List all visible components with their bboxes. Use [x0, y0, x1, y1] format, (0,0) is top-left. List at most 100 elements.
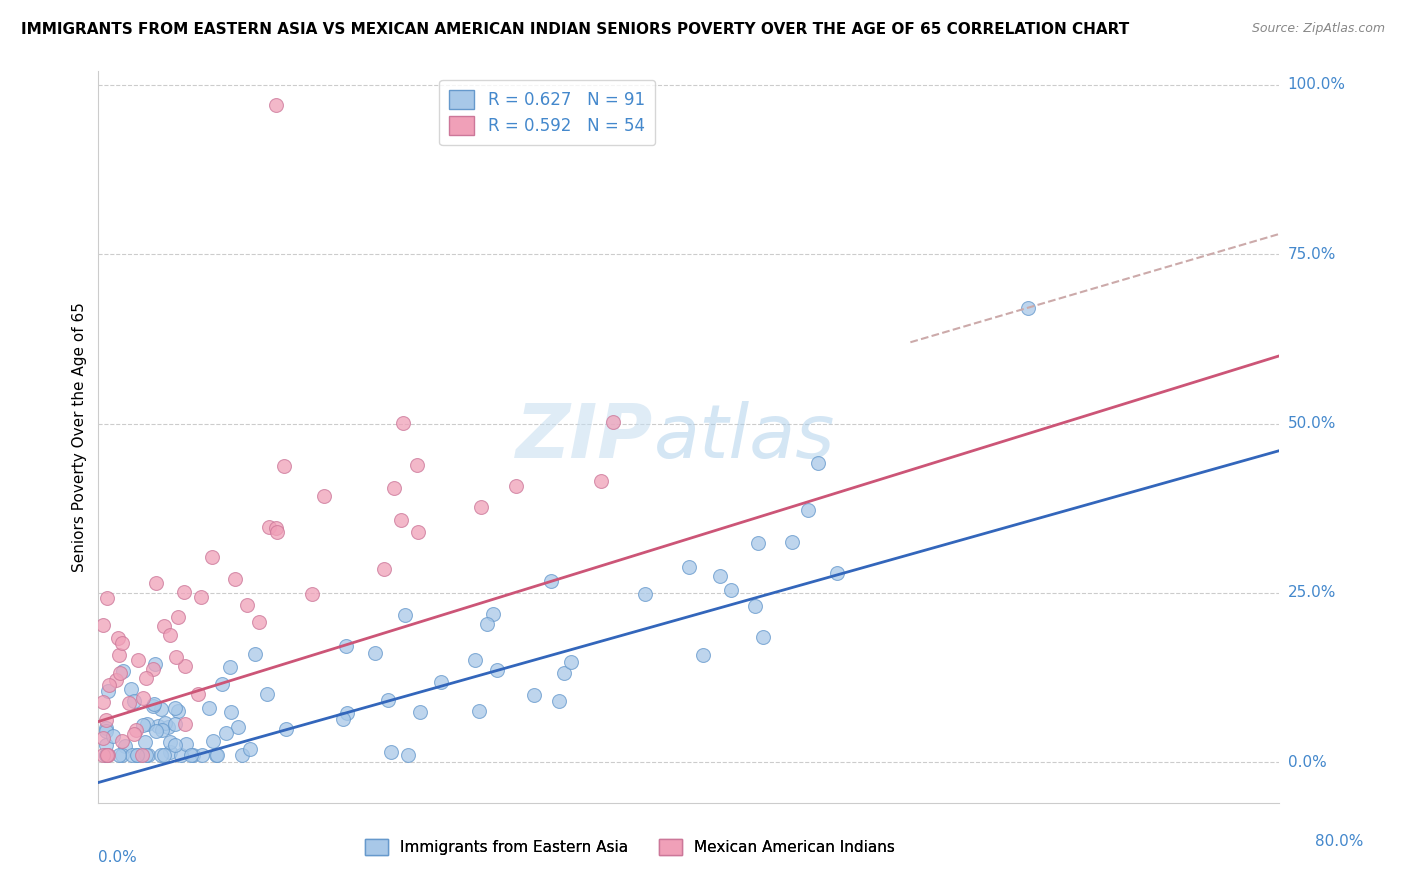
Text: 0.0%: 0.0%: [1288, 755, 1326, 770]
Point: [190, 590, 212, 604]
Point: [94, 723, 117, 738]
Point: [142, 699, 165, 714]
Point: [336, 706, 359, 721]
Point: [94, 739, 117, 753]
Point: [181, 748, 204, 763]
Point: [150, 723, 173, 738]
Point: [94, 721, 117, 735]
Text: atlas: atlas: [654, 401, 835, 473]
Text: 25.0%: 25.0%: [1288, 585, 1336, 600]
Text: 50.0%: 50.0%: [1288, 416, 1336, 431]
Point: [135, 671, 157, 685]
Point: [159, 735, 181, 749]
Point: [720, 583, 742, 598]
Point: [382, 481, 405, 495]
Point: [167, 704, 190, 718]
Point: [153, 619, 176, 633]
Point: [486, 663, 509, 677]
Point: [235, 598, 257, 612]
Point: [224, 572, 246, 586]
Point: [692, 648, 714, 663]
Point: [131, 748, 153, 763]
Point: [94, 713, 117, 727]
Point: [219, 705, 242, 719]
Text: 80.0%: 80.0%: [1316, 834, 1364, 849]
Point: [149, 702, 172, 716]
Point: [481, 607, 503, 621]
Point: [394, 608, 416, 623]
Point: [135, 716, 157, 731]
Point: [205, 748, 228, 763]
Point: [560, 655, 582, 669]
Point: [142, 697, 165, 711]
Point: [103, 729, 125, 743]
Point: [94, 748, 117, 763]
Point: [167, 610, 190, 624]
Point: [145, 576, 167, 591]
Text: IMMIGRANTS FROM EASTERN ASIA VS MEXICAN AMERICAN INDIAN SENIORS POVERTY OVER THE: IMMIGRANTS FROM EASTERN ASIA VS MEXICAN …: [21, 22, 1129, 37]
Point: [406, 458, 429, 473]
Text: 0.0%: 0.0%: [98, 850, 138, 865]
Point: [96, 748, 118, 763]
Point: [91, 618, 114, 632]
Point: [256, 688, 278, 702]
Point: [239, 742, 262, 756]
Point: [200, 550, 222, 565]
Point: [134, 735, 156, 749]
Point: [226, 721, 249, 735]
Point: [122, 694, 145, 708]
Point: [163, 700, 186, 714]
Point: [825, 566, 848, 580]
Point: [797, 503, 820, 517]
Point: [125, 723, 148, 737]
Point: [91, 695, 114, 709]
Point: [807, 457, 830, 471]
Point: [97, 748, 120, 763]
Point: [678, 559, 700, 574]
Point: [91, 748, 114, 763]
Point: [243, 647, 266, 661]
Point: [163, 738, 186, 752]
Point: [94, 748, 117, 763]
Point: [132, 717, 155, 731]
Point: [149, 748, 172, 763]
Point: [266, 525, 288, 540]
Point: [312, 489, 335, 503]
Point: [118, 696, 141, 710]
Point: [477, 616, 499, 631]
Point: [165, 717, 187, 731]
Point: [191, 748, 214, 763]
Point: [468, 704, 491, 718]
Point: [110, 666, 132, 681]
Point: [505, 479, 527, 493]
Point: [548, 693, 571, 707]
Point: [198, 700, 221, 714]
Point: [111, 733, 134, 747]
Point: [540, 574, 562, 589]
Point: [602, 415, 624, 429]
Point: [114, 739, 136, 753]
Point: [215, 725, 238, 739]
Point: [165, 650, 187, 665]
Point: [276, 722, 298, 736]
Point: [406, 524, 429, 539]
Point: [201, 733, 224, 747]
Point: [111, 636, 134, 650]
Point: [218, 660, 240, 674]
Point: [145, 724, 167, 739]
Point: [273, 459, 295, 474]
Point: [782, 534, 804, 549]
Text: ZIP: ZIP: [516, 401, 654, 474]
Point: [553, 666, 575, 681]
Point: [107, 648, 129, 663]
Point: [747, 536, 769, 550]
Point: [409, 706, 432, 720]
Point: [120, 681, 142, 696]
Point: [1018, 301, 1040, 316]
Point: [107, 631, 129, 645]
Point: [143, 657, 166, 671]
Point: [231, 748, 253, 763]
Point: [132, 690, 155, 705]
Point: [152, 748, 174, 763]
Point: [155, 716, 177, 731]
